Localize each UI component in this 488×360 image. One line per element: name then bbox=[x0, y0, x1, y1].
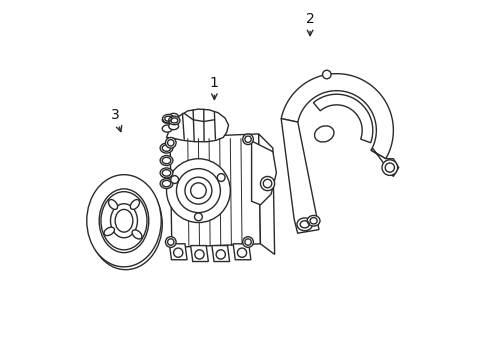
Ellipse shape bbox=[195, 250, 203, 259]
Ellipse shape bbox=[108, 199, 117, 210]
Ellipse shape bbox=[237, 248, 246, 257]
Polygon shape bbox=[370, 148, 398, 176]
Ellipse shape bbox=[173, 248, 183, 257]
Ellipse shape bbox=[170, 176, 178, 184]
Ellipse shape bbox=[160, 168, 173, 178]
Ellipse shape bbox=[242, 237, 253, 247]
Polygon shape bbox=[281, 74, 392, 159]
Ellipse shape bbox=[166, 159, 230, 222]
Polygon shape bbox=[251, 141, 276, 205]
Ellipse shape bbox=[110, 204, 137, 238]
Text: 3: 3 bbox=[110, 108, 122, 132]
Ellipse shape bbox=[194, 213, 202, 221]
Ellipse shape bbox=[99, 189, 148, 253]
Ellipse shape bbox=[160, 143, 173, 153]
Ellipse shape bbox=[165, 237, 176, 247]
Text: 2: 2 bbox=[305, 12, 314, 36]
Ellipse shape bbox=[322, 70, 330, 79]
Ellipse shape bbox=[104, 227, 114, 235]
Ellipse shape bbox=[184, 177, 211, 204]
Ellipse shape bbox=[162, 125, 172, 132]
Ellipse shape bbox=[260, 176, 274, 191]
Ellipse shape bbox=[160, 156, 173, 166]
Ellipse shape bbox=[168, 116, 180, 125]
Ellipse shape bbox=[168, 113, 178, 121]
Polygon shape bbox=[190, 246, 208, 261]
Ellipse shape bbox=[168, 123, 178, 130]
Ellipse shape bbox=[132, 230, 142, 239]
Polygon shape bbox=[170, 134, 260, 247]
Ellipse shape bbox=[216, 250, 225, 259]
Ellipse shape bbox=[165, 138, 176, 148]
Ellipse shape bbox=[162, 116, 172, 123]
Ellipse shape bbox=[217, 174, 224, 181]
Ellipse shape bbox=[381, 160, 397, 175]
Ellipse shape bbox=[86, 175, 161, 267]
Polygon shape bbox=[281, 118, 318, 233]
Ellipse shape bbox=[306, 215, 319, 226]
Polygon shape bbox=[169, 244, 187, 260]
Ellipse shape bbox=[160, 179, 173, 189]
Text: 1: 1 bbox=[209, 76, 218, 99]
Polygon shape bbox=[258, 134, 274, 255]
Ellipse shape bbox=[314, 126, 333, 142]
Polygon shape bbox=[313, 94, 372, 143]
Polygon shape bbox=[233, 244, 250, 260]
Ellipse shape bbox=[163, 114, 174, 123]
Ellipse shape bbox=[296, 218, 312, 231]
Ellipse shape bbox=[130, 199, 139, 210]
Polygon shape bbox=[166, 109, 228, 142]
Ellipse shape bbox=[242, 134, 253, 145]
Polygon shape bbox=[211, 246, 229, 261]
